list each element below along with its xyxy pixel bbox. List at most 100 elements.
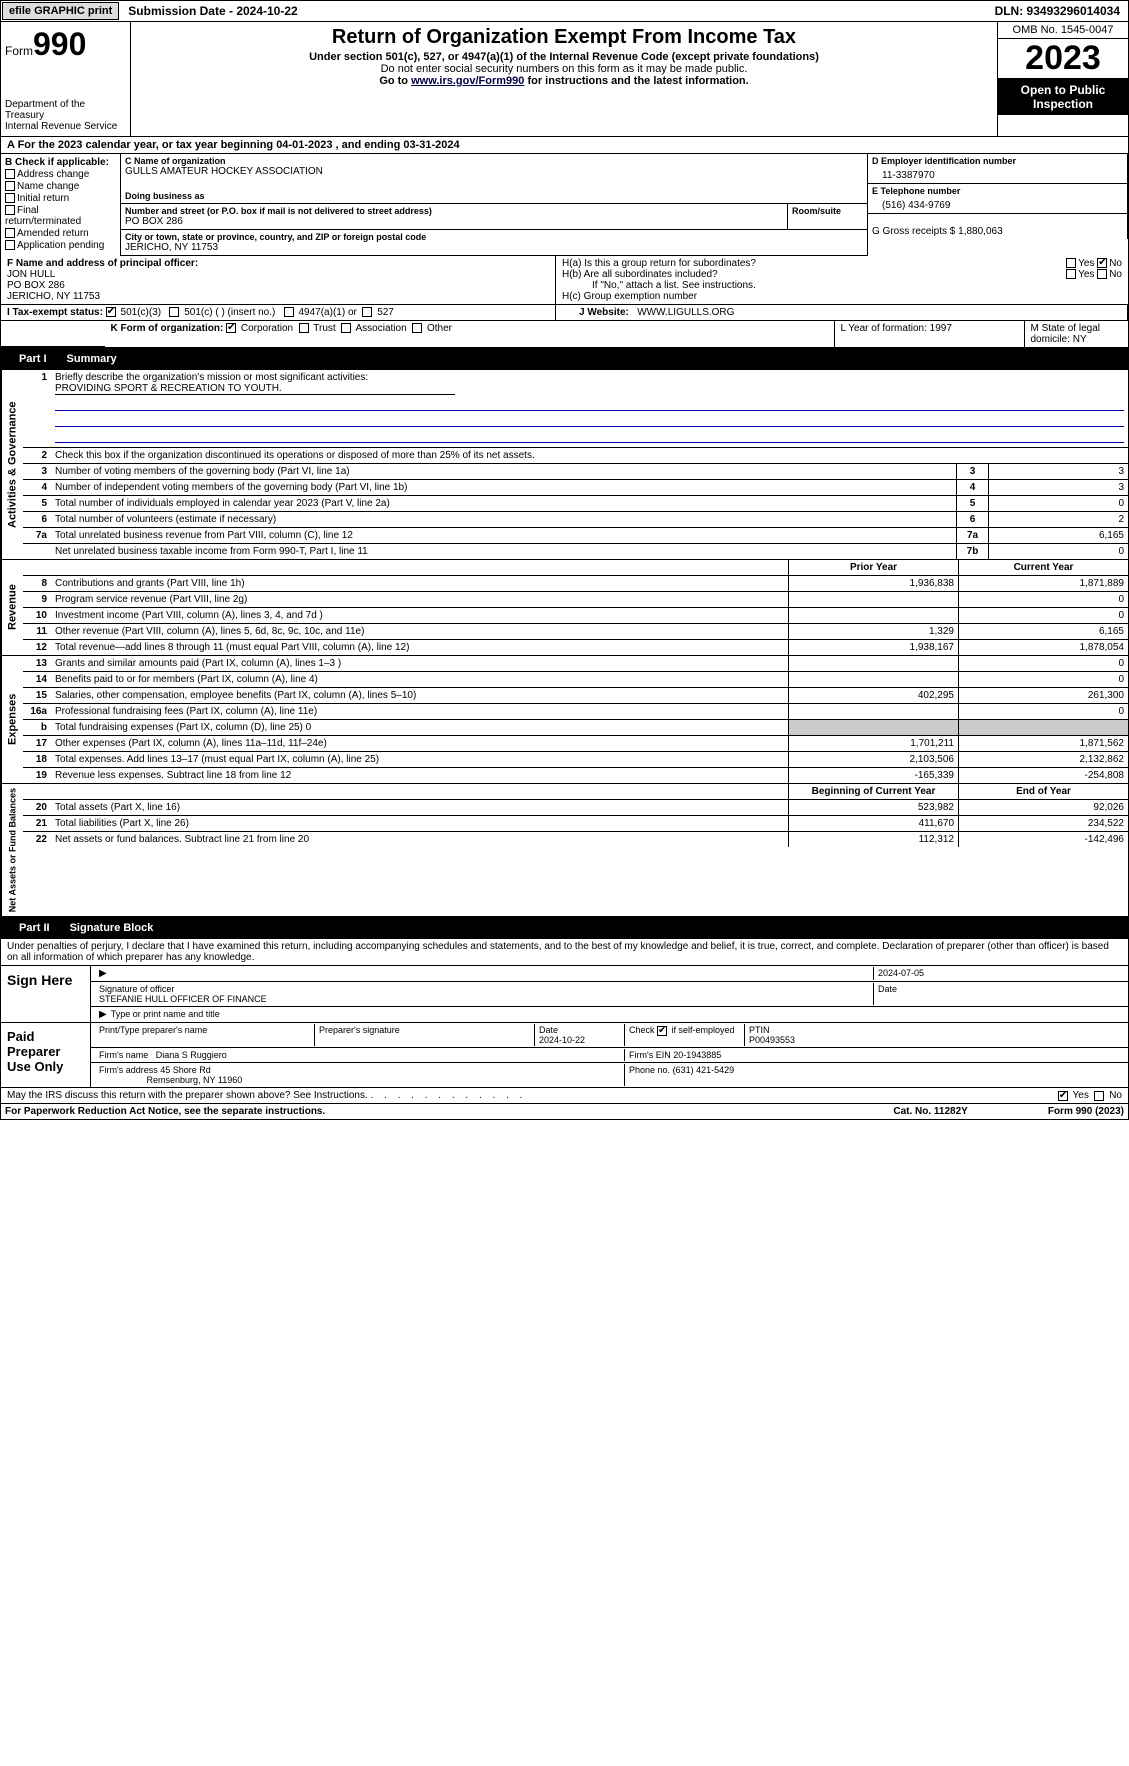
p16b	[788, 720, 958, 735]
chk-name[interactable]	[5, 181, 15, 191]
v5: 0	[988, 496, 1128, 511]
tel: (516) 434-9769	[872, 196, 1123, 211]
submission-date: Submission Date - 2024-10-22	[120, 2, 305, 20]
irs-link[interactable]: www.irs.gov/Form990	[411, 75, 524, 87]
chk-pending[interactable]	[5, 240, 15, 250]
l16a: Professional fundraising fees (Part IX, …	[51, 704, 788, 719]
p10	[788, 608, 958, 623]
c12: 1,878,054	[958, 640, 1128, 655]
website-label: J Website:	[579, 307, 629, 318]
dln: DLN: 93493296014034	[987, 2, 1128, 20]
mission-line	[55, 413, 1124, 427]
open-to-public: Open to Public Inspection	[998, 79, 1128, 115]
mission: PROVIDING SPORT & RECREATION TO YOUTH.	[55, 383, 455, 395]
e20: 92,026	[958, 800, 1128, 815]
p13	[788, 656, 958, 671]
ein: 11-3387970	[872, 166, 1123, 181]
goto-line: Go to www.irs.gov/Form990 for instructio…	[135, 75, 993, 87]
sig-officer-label: Signature of officer	[99, 984, 174, 994]
boy-head: Beginning of Current Year	[788, 784, 958, 799]
box-b: B Check if applicable: Address change Na…	[1, 154, 121, 256]
c15: 261,300	[958, 688, 1128, 703]
l6: Total number of volunteers (estimate if …	[51, 512, 956, 527]
ha-yes[interactable]	[1066, 258, 1076, 268]
l20: Total assets (Part X, line 16)	[51, 800, 788, 815]
chk-final[interactable]	[5, 205, 15, 215]
mission-line	[55, 429, 1124, 443]
firm-addr1: 45 Shore Rd	[160, 1065, 211, 1075]
l8: Contributions and grants (Part VIII, lin…	[51, 576, 788, 591]
sig-date: 2024-07-05	[874, 967, 1124, 980]
v7a: 6,165	[988, 528, 1128, 543]
c17: 1,871,562	[958, 736, 1128, 751]
form-number: 990	[33, 26, 86, 62]
p18: 2,103,506	[788, 752, 958, 767]
chk-other[interactable]	[412, 323, 422, 333]
part1-header: Part I Summary	[0, 348, 1129, 370]
hc-label: H(c) Group exemption number	[562, 291, 1122, 302]
l15: Salaries, other compensation, employee b…	[51, 688, 788, 703]
p9	[788, 592, 958, 607]
chk-corp[interactable]	[226, 323, 236, 333]
page-footer: For Paperwork Reduction Act Notice, see …	[0, 1104, 1129, 1120]
l22: Net assets or fund balances. Subtract li…	[51, 832, 788, 847]
summary-activities: Activities & Governance 1 Briefly descri…	[0, 370, 1129, 560]
officer-label: F Name and address of principal officer:	[7, 258, 549, 269]
name-label: C Name of organization	[125, 156, 863, 166]
tel-label: E Telephone number	[872, 186, 1123, 196]
hb-yes[interactable]	[1066, 269, 1076, 279]
dept-treasury: Department of the Treasury Internal Reve…	[5, 99, 126, 132]
chk-trust[interactable]	[299, 323, 309, 333]
v3: 3	[988, 464, 1128, 479]
part1-label: Part I	[7, 351, 59, 367]
omb-number: OMB No. 1545-0047	[998, 22, 1128, 39]
chk-527[interactable]	[362, 307, 372, 317]
efile-print-button[interactable]: efile GRAPHIC print	[2, 2, 119, 20]
paperwork-notice: For Paperwork Reduction Act Notice, see …	[5, 1106, 325, 1117]
e22: -142,496	[958, 832, 1128, 847]
header-mid: Return of Organization Exempt From Incom…	[131, 22, 998, 136]
discuss-no[interactable]	[1094, 1091, 1104, 1101]
city: JERICHO, NY 11753	[125, 242, 863, 253]
hb-label: H(b) Are all subordinates included?	[562, 269, 718, 280]
form-org-label: K Form of organization:	[111, 323, 224, 334]
chk-amended[interactable]	[5, 228, 15, 238]
form-subtitle: Under section 501(c), 527, or 4947(a)(1)…	[135, 51, 993, 63]
l16b: Total fundraising expenses (Part IX, col…	[51, 720, 788, 735]
hb-note: If "No," attach a list. See instructions…	[562, 280, 1122, 291]
p12: 1,938,167	[788, 640, 958, 655]
c13: 0	[958, 656, 1128, 671]
l12: Total revenue—add lines 8 through 11 (mu…	[51, 640, 788, 655]
top-bar: efile GRAPHIC print Submission Date - 20…	[0, 0, 1129, 22]
l14: Benefits paid to or for members (Part IX…	[51, 672, 788, 687]
chk-501c[interactable]	[169, 307, 179, 317]
chk-assoc[interactable]	[341, 323, 351, 333]
e21: 234,522	[958, 816, 1128, 831]
p8: 1,936,838	[788, 576, 958, 591]
chk-4947[interactable]	[284, 307, 294, 317]
discuss-yes[interactable]	[1058, 1091, 1068, 1101]
l5: Total number of individuals employed in …	[51, 496, 956, 511]
ha-no[interactable]	[1097, 258, 1107, 268]
chk-501c3[interactable]	[106, 307, 116, 317]
discuss-label: May the IRS discuss this return with the…	[7, 1090, 368, 1101]
col-deg: D Employer identification number11-33879…	[868, 154, 1128, 256]
chk-initial[interactable]	[5, 193, 15, 203]
l13: Grants and similar amounts paid (Part IX…	[51, 656, 788, 671]
website: WWW.LIGULLS.ORG	[637, 307, 734, 318]
room-label: Room/suite	[792, 206, 863, 216]
hb-no[interactable]	[1097, 269, 1107, 279]
chk-address[interactable]	[5, 169, 15, 179]
year-formation: L Year of formation: 1997	[835, 321, 1025, 347]
l9: Program service revenue (Part VIII, line…	[51, 592, 788, 607]
header-right: OMB No. 1545-0047 2023 Open to Public In…	[998, 22, 1128, 136]
c11: 6,165	[958, 624, 1128, 639]
p19: -165,339	[788, 768, 958, 783]
p16a	[788, 704, 958, 719]
sign-here-label: Sign Here	[1, 966, 91, 1022]
part2-header: Part II Signature Block	[0, 917, 1129, 939]
firm-phone: (631) 421-5429	[673, 1065, 735, 1075]
b20: 523,982	[788, 800, 958, 815]
form-header: Form990 Department of the Treasury Inter…	[0, 22, 1129, 137]
chk-self-employed[interactable]	[657, 1026, 667, 1036]
